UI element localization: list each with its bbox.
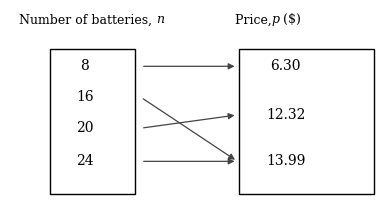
Text: 12.32: 12.32 <box>266 108 305 122</box>
Text: 6.30: 6.30 <box>270 59 301 73</box>
Bar <box>239 49 374 194</box>
Text: Price,: Price, <box>235 13 276 26</box>
Text: ($): ($) <box>279 13 301 26</box>
Text: Number of batteries,: Number of batteries, <box>19 13 156 26</box>
Text: 8: 8 <box>81 59 89 73</box>
Text: 24: 24 <box>76 154 94 168</box>
Text: p: p <box>272 13 280 26</box>
Text: n: n <box>156 13 164 26</box>
Text: 13.99: 13.99 <box>266 154 305 168</box>
Bar <box>50 49 135 194</box>
Text: 20: 20 <box>76 121 94 135</box>
Text: 16: 16 <box>76 90 94 104</box>
